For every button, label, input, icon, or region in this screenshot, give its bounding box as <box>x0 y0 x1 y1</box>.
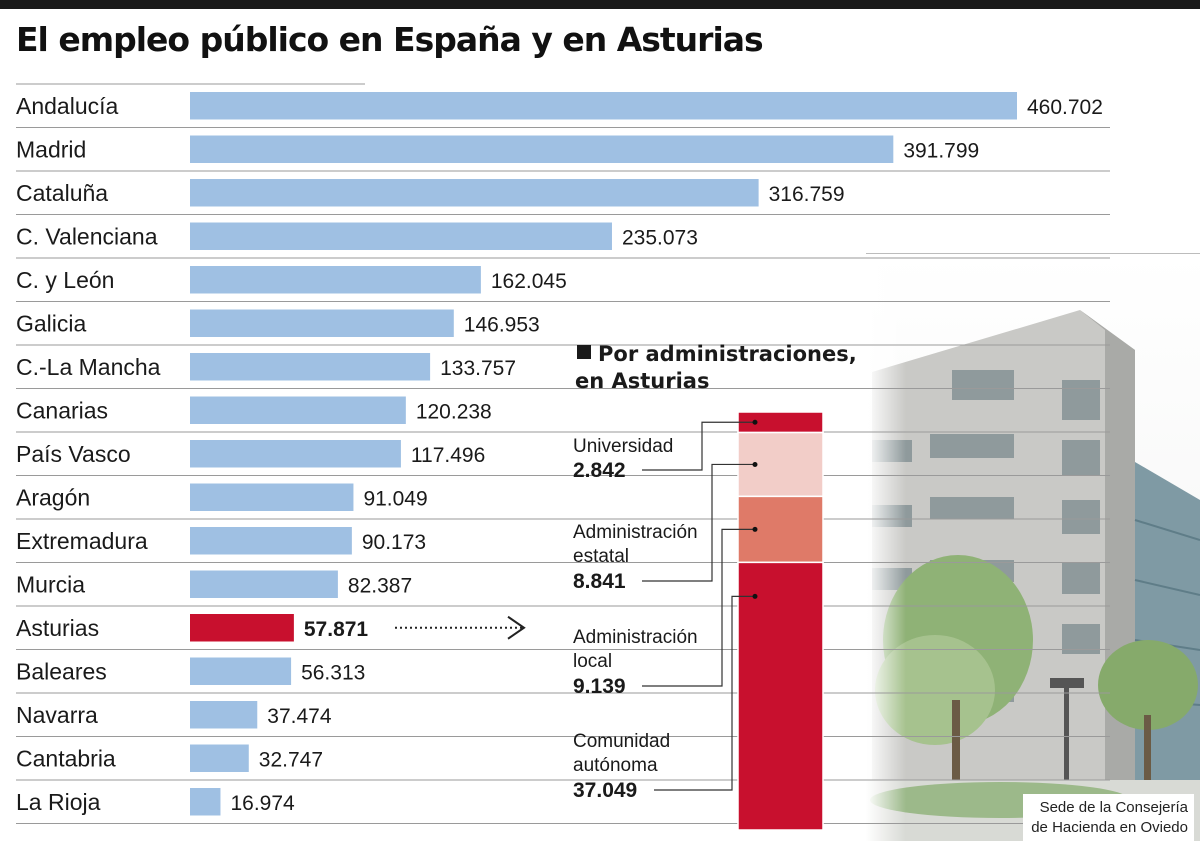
value-label: 56.313 <box>301 661 365 684</box>
bar <box>190 657 292 685</box>
segment-label: Administración <box>573 522 698 543</box>
value-label: 117.496 <box>411 444 485 467</box>
bar <box>190 266 481 294</box>
bar <box>190 92 1017 120</box>
category-label: C.-La Mancha <box>16 354 161 380</box>
category-label: Aragón <box>16 484 90 510</box>
segment-label: estatal <box>573 546 629 567</box>
stack-segment <box>737 561 824 831</box>
segment-value: 9.139 <box>573 675 626 698</box>
chart-title: El empleo público en España y en Asturia… <box>16 20 764 59</box>
segment-label: Universidad <box>573 436 673 457</box>
category-label: Canarias <box>16 397 108 423</box>
category-label: La Rioja <box>16 789 101 815</box>
photo-caption-line-2: de Hacienda en Oviedo <box>1031 819 1188 836</box>
leader-dot <box>752 461 758 467</box>
top-rule <box>0 0 1200 9</box>
leader-line <box>642 463 755 582</box>
bar <box>190 744 249 772</box>
category-label: C. Valenciana <box>16 223 158 249</box>
bar <box>190 701 258 729</box>
segment-label: Comunidad <box>573 731 670 752</box>
value-label: 37.474 <box>267 705 332 728</box>
bar <box>190 179 759 207</box>
leader-dot <box>752 526 758 532</box>
bar <box>190 396 406 424</box>
segment-value: 37.049 <box>573 779 637 802</box>
bar <box>190 527 352 555</box>
category-label: Cataluña <box>16 180 108 206</box>
photo-caption-line-1: Sede de la Consejería <box>1039 799 1188 816</box>
bar-highlight <box>190 614 294 642</box>
category-label: Madrid <box>16 136 86 162</box>
leader-line <box>654 595 755 791</box>
category-label: Extremadura <box>16 528 148 554</box>
leader-dot <box>752 419 758 425</box>
value-label: 120.238 <box>416 400 492 423</box>
value-label: 162.045 <box>491 270 567 293</box>
value-label: 90.173 <box>362 531 426 554</box>
segment-label: Administración <box>573 627 698 648</box>
value-label: 146.953 <box>464 313 540 336</box>
category-label: Murcia <box>16 571 85 597</box>
value-label: 391.799 <box>903 139 979 162</box>
bar <box>190 788 221 816</box>
bar <box>190 353 431 381</box>
stack-title-line-2: en Asturias <box>575 369 709 393</box>
value-label: 57.871 <box>304 618 369 641</box>
square-bullet <box>577 345 591 359</box>
leader-line <box>642 421 755 471</box>
leader-line <box>642 528 755 687</box>
segment-value: 8.841 <box>573 570 626 593</box>
photo-caption: Sede de la Consejería de Hacienda en Ovi… <box>1023 794 1194 841</box>
stack-title-line-1: Por administraciones, <box>598 342 857 366</box>
category-label: Navarra <box>16 702 98 728</box>
category-label: País Vasco <box>16 441 131 467</box>
value-label: 235.073 <box>622 226 698 249</box>
category-label: Cantabria <box>16 745 116 771</box>
bar <box>190 309 454 337</box>
bar <box>190 440 401 468</box>
bar <box>190 483 354 511</box>
pointer-arrow-head <box>507 615 526 640</box>
category-label: C. y León <box>16 267 114 293</box>
value-label: 316.759 <box>769 183 845 206</box>
value-label: 16.974 <box>230 792 295 815</box>
category-label: Andalucía <box>16 93 119 119</box>
leader-dot <box>752 593 758 599</box>
value-label: 460.702 <box>1027 96 1103 119</box>
category-label: Asturias <box>16 615 99 641</box>
segment-value: 2.842 <box>573 459 626 482</box>
category-label: Galicia <box>16 310 87 336</box>
segment-label: local <box>573 651 612 672</box>
category-label: Baleares <box>16 658 107 684</box>
value-label: 82.387 <box>348 574 412 597</box>
segment-label: autónoma <box>573 755 658 776</box>
bar <box>190 570 338 598</box>
value-label: 32.747 <box>259 748 323 771</box>
bar <box>190 135 894 163</box>
bar <box>190 222 612 250</box>
value-label: 91.049 <box>363 487 427 510</box>
value-label: 133.757 <box>440 357 516 380</box>
